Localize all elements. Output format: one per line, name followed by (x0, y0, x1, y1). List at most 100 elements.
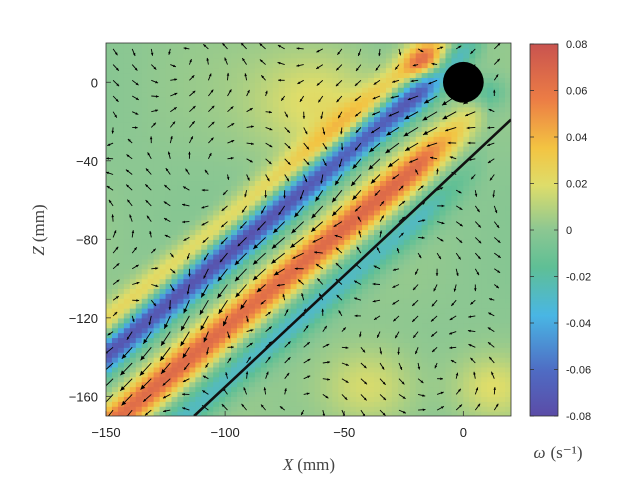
heatmap-cell (272, 92, 280, 98)
heatmap-cell (427, 283, 435, 289)
heatmap-cell (397, 121, 405, 128)
heatmap-cell (451, 57, 458, 64)
heatmap-cell (385, 92, 393, 98)
heatmap-cell (338, 87, 345, 93)
heatmap-cell (278, 170, 286, 177)
heatmap-cell (225, 136, 232, 142)
heatmap-cell (260, 342, 268, 348)
heatmap-cell (177, 239, 185, 245)
heatmap-cell (314, 126, 322, 132)
heatmap-cell (403, 234, 411, 240)
heatmap-cell (183, 126, 190, 132)
heatmap-cell (278, 200, 286, 206)
heatmap-cell (117, 200, 125, 206)
heatmap-cell (397, 126, 405, 132)
heatmap-cell (284, 141, 292, 147)
heatmap-cell (302, 244, 310, 250)
heatmap-cell (338, 219, 345, 226)
heatmap-cell (266, 244, 274, 250)
heatmap-cell (481, 362, 488, 368)
heatmap-cell (314, 165, 322, 172)
heatmap-cell (326, 106, 333, 113)
heatmap-cell (213, 170, 220, 177)
heatmap-cell (141, 160, 149, 167)
heatmap-cell (111, 234, 119, 240)
heatmap-cell (278, 190, 286, 196)
heatmap-cell (403, 293, 411, 299)
heatmap-cell (147, 204, 155, 211)
heatmap-cell (153, 116, 161, 123)
heatmap-cell (379, 268, 387, 275)
heatmap-cell (487, 111, 494, 118)
heatmap-cell (368, 332, 375, 339)
heatmap-cell (195, 332, 202, 339)
heatmap-cell (457, 200, 464, 206)
heatmap-cell (445, 155, 453, 162)
heatmap-cell (266, 254, 274, 260)
heatmap-cell (332, 352, 339, 358)
heatmap-cell (284, 258, 292, 265)
heatmap-cell (493, 376, 500, 383)
heatmap-cell (433, 258, 441, 265)
heatmap-cell (123, 52, 131, 59)
heatmap-cell (314, 160, 322, 167)
heatmap-cell (487, 371, 494, 378)
heatmap-cell (439, 288, 447, 294)
heatmap-cell (123, 155, 131, 162)
heatmap-cell (111, 366, 119, 373)
heatmap-cell (225, 312, 232, 319)
heatmap-cell (219, 209, 226, 216)
heatmap-cell (266, 371, 274, 378)
heatmap-cell (391, 72, 399, 78)
heatmap-cell (207, 406, 214, 412)
heatmap-cell (189, 357, 196, 363)
heatmap-cell (356, 150, 363, 157)
heatmap-cell (278, 327, 286, 334)
heatmap-cell (469, 239, 476, 245)
heatmap-cell (141, 82, 149, 88)
heatmap-cell (266, 77, 274, 83)
heatmap-cell (427, 43, 435, 49)
heatmap-cell (433, 283, 441, 289)
heatmap-cell (421, 180, 429, 186)
heatmap-cell (195, 146, 202, 152)
heatmap-cell (117, 67, 125, 74)
heatmap-cell (117, 376, 125, 383)
heatmap-cell (409, 214, 417, 221)
heatmap-cell (207, 116, 214, 123)
heatmap-cell (320, 150, 327, 157)
heatmap-cell (368, 362, 375, 368)
heatmap-cell (237, 308, 244, 314)
heatmap-cell (385, 303, 393, 309)
heatmap-cell (439, 357, 447, 363)
heatmap-cell (201, 268, 208, 275)
heatmap-cell (493, 244, 500, 250)
heatmap-cell (481, 77, 488, 83)
heatmap-cell (445, 160, 453, 167)
heatmap-cell (344, 303, 351, 309)
heatmap-cell (129, 146, 137, 152)
heatmap-cell (445, 381, 453, 388)
heatmap-cell (260, 337, 268, 343)
heatmap-cell (159, 77, 167, 83)
heatmap-cell (248, 391, 256, 397)
heatmap-cell (433, 317, 441, 324)
heatmap-cell (129, 224, 137, 231)
heatmap-cell (362, 87, 369, 93)
heatmap-cell (153, 214, 161, 221)
heatmap-cell (457, 288, 464, 294)
heatmap-cell (475, 43, 482, 49)
heatmap-cell (266, 376, 274, 383)
heatmap-cell (344, 254, 351, 260)
heatmap-cell (308, 121, 316, 128)
heatmap-cell (397, 101, 405, 108)
heatmap-cell (451, 406, 458, 412)
heatmap-cell (254, 268, 262, 275)
heatmap-cell (135, 92, 143, 98)
heatmap-cell (320, 337, 327, 343)
heatmap-cell (439, 57, 447, 64)
heatmap-cell (296, 47, 304, 54)
heatmap-cell (242, 52, 250, 59)
heatmap-cell (225, 219, 232, 226)
heatmap-cell (242, 67, 250, 74)
